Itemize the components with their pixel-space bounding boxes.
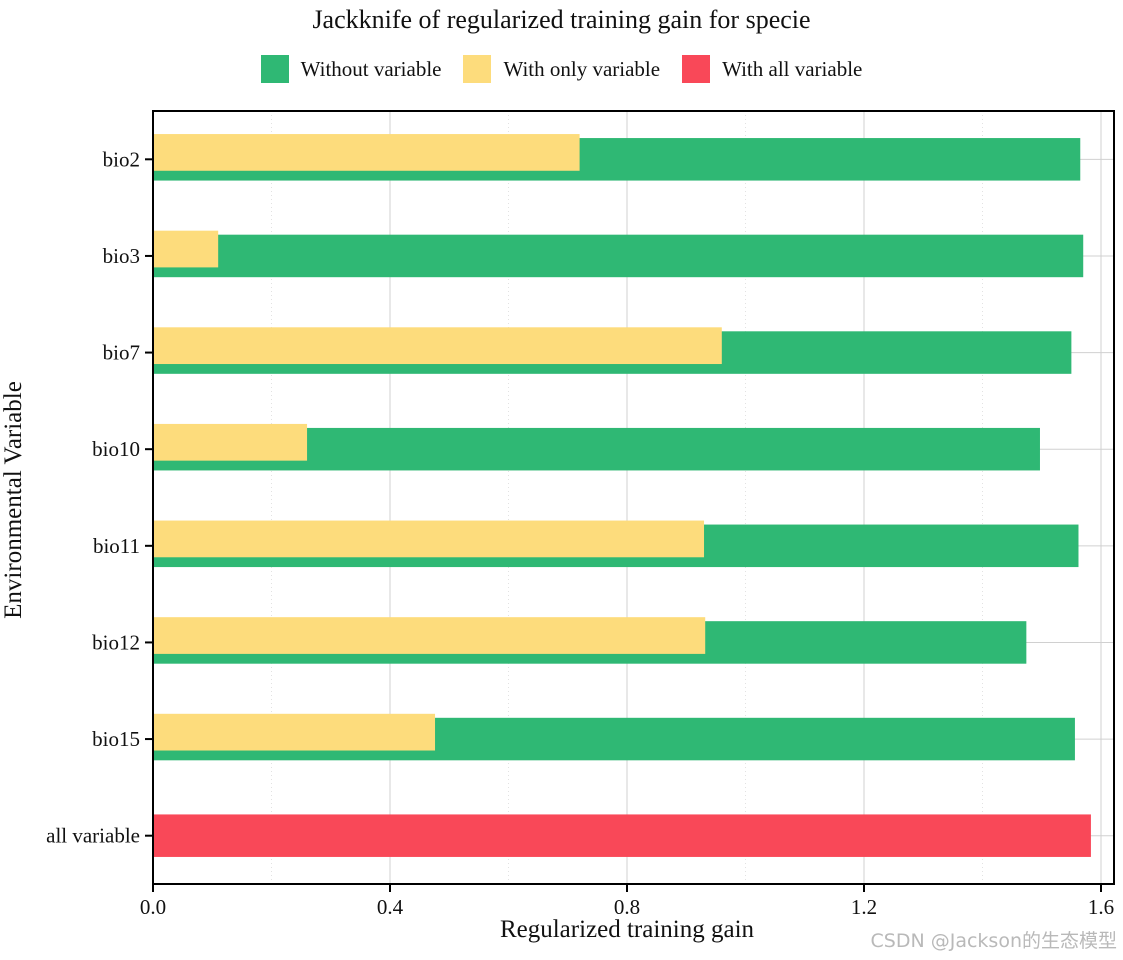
y-tick-label: bio10: [92, 437, 140, 461]
bar-only-bio15: [153, 713, 436, 751]
x-tick-label: 1.2: [851, 895, 877, 919]
x-tick-label: 0.8: [614, 895, 640, 919]
legend-item-without: Without variable: [260, 55, 442, 83]
bar-only-bio12: [153, 617, 706, 654]
x-tick-label: 0.0: [140, 895, 166, 919]
legend: Without variable With only variable With…: [0, 55, 1123, 83]
y-tick-label: bio7: [103, 341, 140, 365]
legend-swatch-all: [682, 55, 711, 83]
bar-only-bio11: [153, 520, 705, 558]
bar-all-all-variable: [153, 814, 1091, 857]
y-tick-label: bio12: [92, 630, 140, 654]
bar-only-bio2: [153, 134, 580, 171]
legend-item-all: With all variable: [682, 55, 862, 83]
legend-swatch-only: [463, 55, 492, 83]
bar-without-bio3: [153, 234, 1084, 278]
x-tick-label: 1.6: [1088, 895, 1114, 919]
y-axis-label: Environmental Variable: [0, 381, 27, 619]
y-tick-label: bio11: [93, 534, 140, 558]
bar-only-bio3: [153, 230, 219, 268]
chart-title: Jackknife of regularized training gain f…: [312, 5, 811, 34]
plot-border: [152, 110, 1115, 885]
y-tick-label: bio15: [92, 727, 140, 751]
y-tick-label: bio2: [103, 147, 140, 171]
legend-item-only: With only variable: [463, 55, 660, 83]
legend-label-without: Without variable: [300, 56, 442, 81]
x-tick-label: 0.4: [377, 895, 404, 919]
watermark: CSDN @Jackson的生态模型: [870, 930, 1117, 952]
legend-swatch-without: [260, 55, 289, 83]
bar-only-bio10: [153, 423, 308, 461]
bar-only-bio7: [153, 327, 722, 365]
legend-label-all: With all variable: [722, 56, 863, 81]
y-tick-label: bio3: [103, 244, 140, 268]
y-tick-label: all variable: [46, 824, 140, 848]
x-axis-label: Regularized training gain: [499, 916, 755, 943]
legend-label-only: With only variable: [503, 56, 661, 81]
